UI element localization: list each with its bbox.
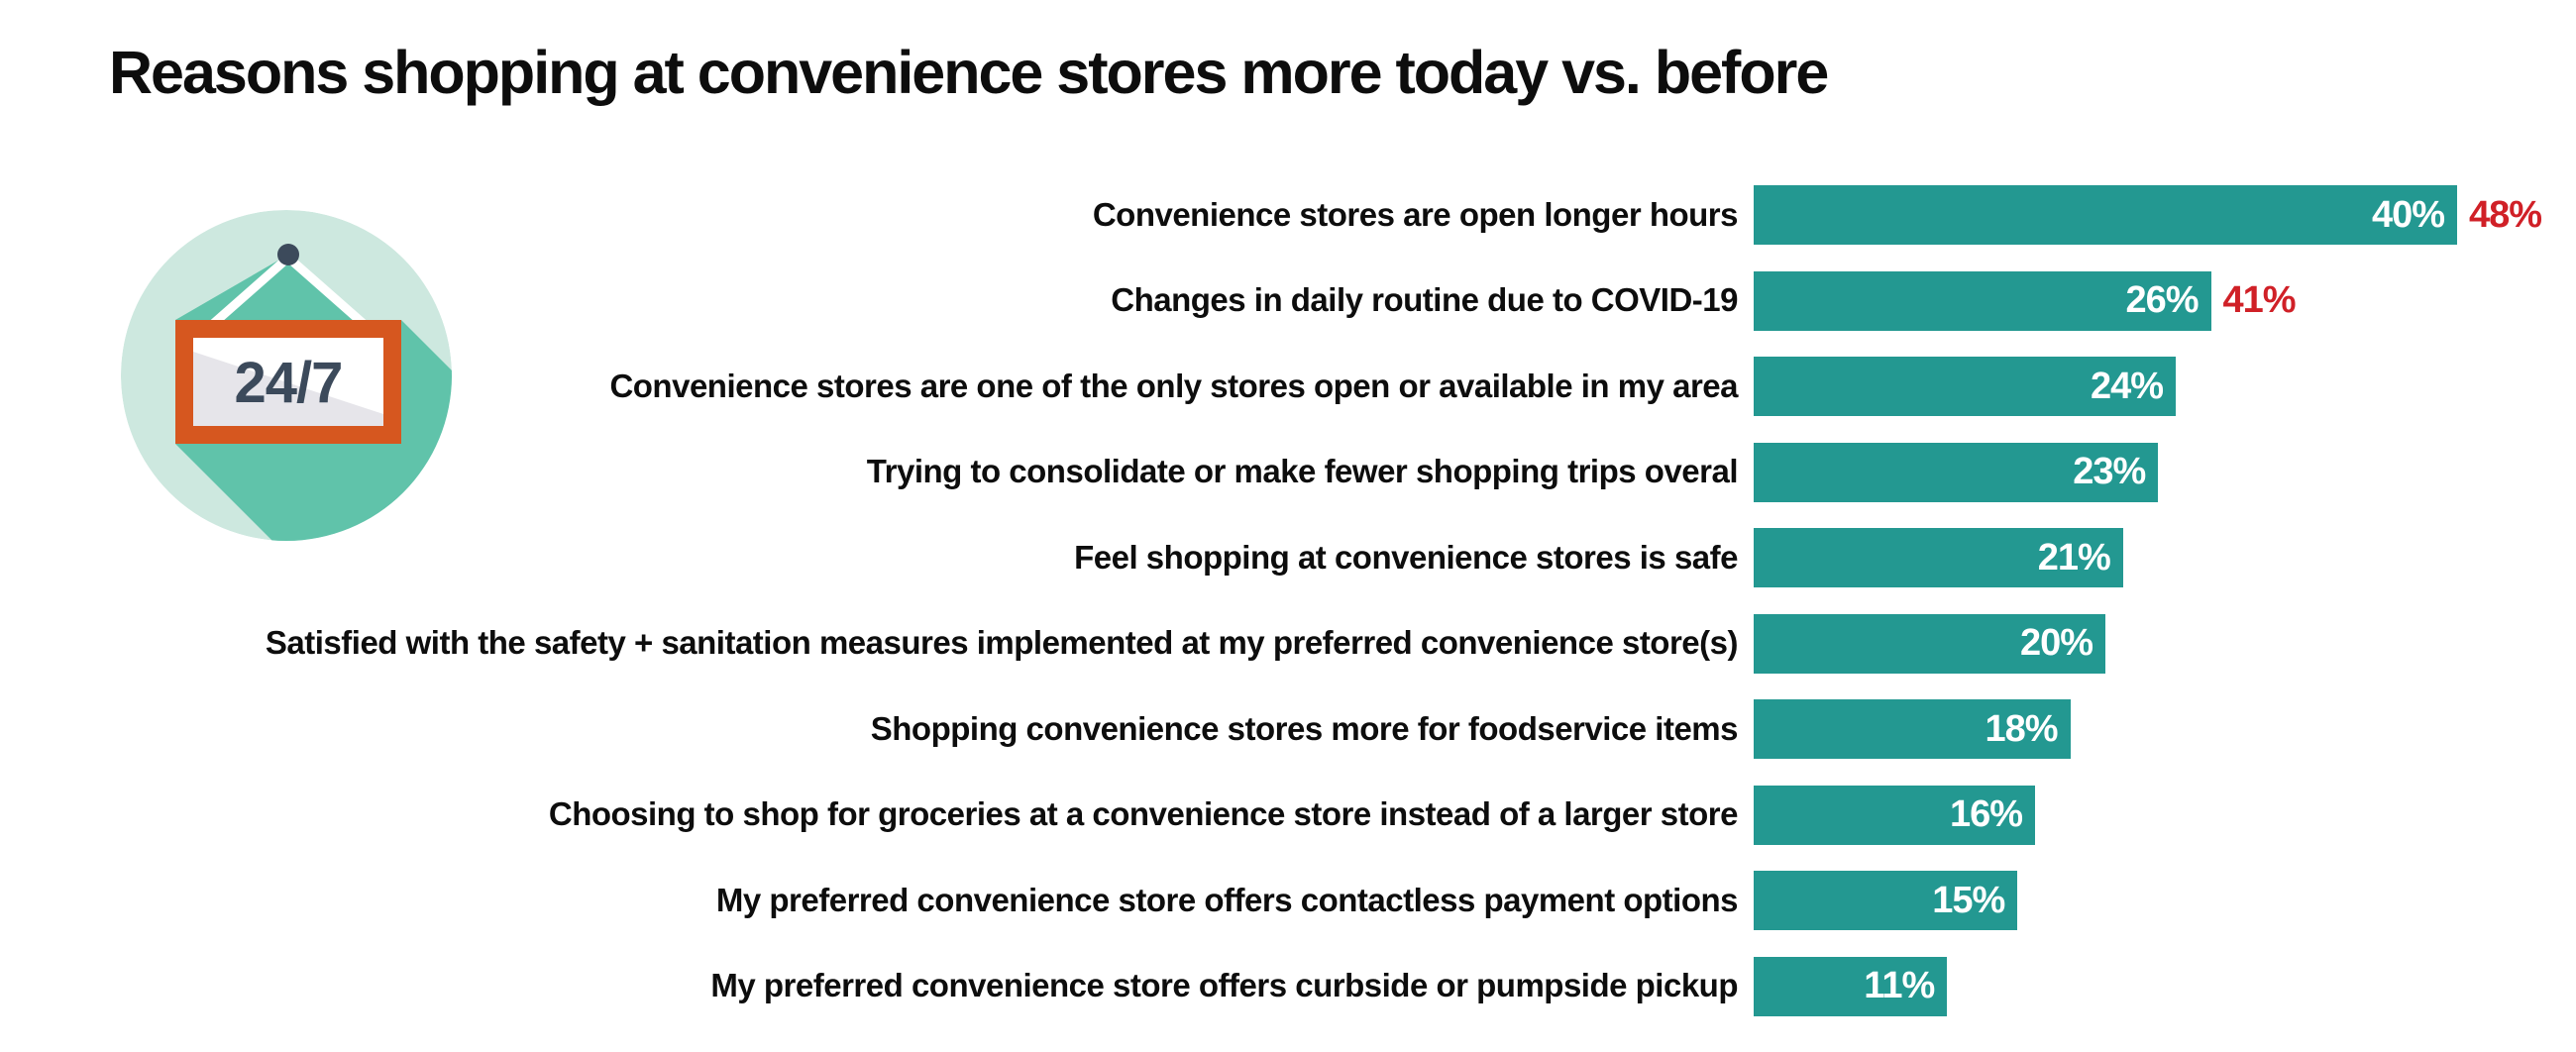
bar-value-label: 24%: [2090, 365, 2164, 407]
sign-face-shade: [193, 352, 383, 426]
bar: 23%: [1754, 442, 2159, 502]
category-label: Shopping convenience stores more for foo…: [870, 709, 1739, 747]
secondary-value-label: 41%: [2222, 279, 2297, 321]
chart-row: Satisfied with the safety + sanitation m…: [0, 613, 2576, 674]
sign-label: 24/7: [235, 351, 343, 415]
chart-row: My preferred convenience store offers co…: [0, 871, 2576, 930]
category-label: Choosing to shop for groceries at a conv…: [548, 795, 1739, 833]
bar: 15%: [1754, 871, 2018, 930]
bar-value-label: 20%: [2019, 622, 2093, 664]
bar: 21%: [1754, 528, 2123, 587]
bar-value-label: 15%: [1932, 879, 2005, 921]
hanging-string-left: [200, 253, 293, 336]
category-label: Changes in daily routine due to COVID-19: [1111, 281, 1738, 319]
chart-row: Shopping convenience stores more for foo…: [0, 699, 2576, 759]
chart-row: Choosing to shop for groceries at a conv…: [0, 785, 2576, 845]
chart-row: My preferred convenience store offers cu…: [0, 956, 2576, 1016]
chart-row: Trying to consolidate or make fewer shop…: [0, 442, 2576, 502]
bar-value-label: 11%: [1864, 965, 1935, 1006]
chart-row: Convenience stores are one of the only s…: [0, 357, 2576, 416]
chart-row: Changes in daily routine due to COVID-19…: [0, 270, 2576, 331]
bar-value-label: 40%: [2371, 193, 2445, 236]
bar: 18%: [1754, 699, 2071, 759]
hanging-string-right: [283, 253, 376, 336]
category-label: Convenience stores are one of the only s…: [609, 367, 1738, 404]
category-label: Satisfied with the safety + sanitation m…: [265, 624, 1739, 662]
bar-value-label: 16%: [1949, 793, 2023, 835]
bar: 40%: [1754, 185, 2457, 245]
bar-value-label: 21%: [2037, 536, 2111, 579]
bar-chart-rows: Convenience stores are open longer hours…: [0, 185, 2576, 1016]
bar: 20%: [1754, 613, 2105, 674]
category-label: Trying to consolidate or make fewer shop…: [866, 453, 1739, 490]
sign-long-shadow: [175, 255, 452, 541]
category-label: My preferred convenience store offers co…: [715, 881, 1739, 918]
bar-value-label: 26%: [2125, 279, 2199, 321]
category-label: My preferred convenience store offers cu…: [710, 967, 1738, 1004]
chart-row: Feel shopping at convenience stores is s…: [0, 528, 2576, 587]
open-247-sign-icon-svg: 24/7: [121, 210, 452, 541]
secondary-value-label: 48%: [2469, 193, 2542, 236]
category-label: Convenience stores are open longer hours: [1092, 195, 1739, 233]
bar: 16%: [1754, 785, 2035, 845]
bar-value-label: 23%: [2073, 451, 2146, 492]
bar-value-label: 18%: [1985, 707, 2058, 750]
bar: 24%: [1754, 357, 2176, 416]
bar: 11%: [1754, 956, 1948, 1016]
category-label: Feel shopping at convenience stores is s…: [1074, 538, 1738, 576]
chart-row: Convenience stores are open longer hours…: [0, 185, 2576, 245]
page-title: Reasons shopping at convenience stores m…: [109, 39, 1829, 106]
bar: 26%: [1754, 270, 2211, 331]
hanger-dot-icon: [277, 244, 299, 265]
open-247-sign-icon: 24/7: [121, 210, 452, 541]
